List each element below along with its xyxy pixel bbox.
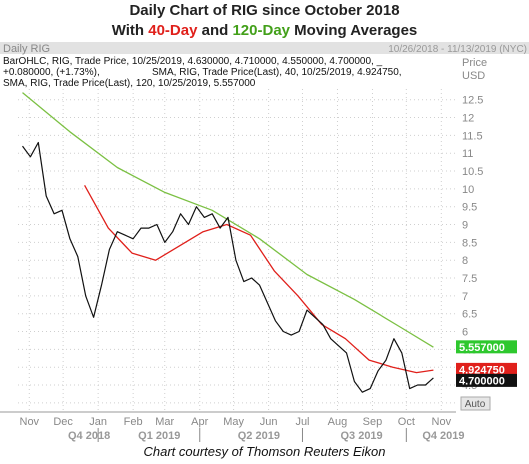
x-tick-label: Jul — [295, 416, 309, 428]
subtitle-prefix: With — [111, 22, 149, 39]
x-tick-label: Dec — [53, 416, 73, 428]
x-quarter-label: Q4 2019 — [422, 430, 464, 442]
auto-label: Auto — [465, 399, 486, 410]
subtitle-120day: 120-Day — [232, 22, 291, 39]
eikon-chart: Daily RIG 10/26/2018 - 11/13/2019 (NYC) … — [0, 42, 529, 442]
sma120-line — [22, 92, 434, 348]
date-range: 10/26/2018 - 11/13/2019 (NYC) — [388, 44, 527, 55]
x-quarter-label: Q1 2019 — [138, 430, 180, 442]
x-axis: Nov Dec Jan Feb Mar Apr May Jun Jul Aug Sep Oct Nov Q… — [0, 411, 465, 442]
sma40-line — [84, 184, 434, 374]
price-line — [22, 141, 434, 393]
chart-caption: Chart courtesy of Thomson Reuters Eikon — [143, 444, 386, 459]
value-badge — [456, 373, 517, 387]
x-tick-label: Mar — [155, 416, 174, 428]
symbol-label: Daily RIG — [3, 43, 50, 55]
x-tick-label: Jan — [89, 416, 107, 428]
y-tick-label: 6.5 — [462, 309, 477, 321]
legend-ohlc: BarOHLC, RIG, Trade Price, 10/25/2019, 4… — [3, 56, 383, 67]
y-tick-label: 10.5 — [462, 166, 483, 178]
y-tick-label: 7 — [462, 291, 468, 303]
value-badge — [456, 340, 517, 354]
x-quarter-label: Q3 2019 — [340, 430, 382, 442]
y-tick-label: 11 — [462, 148, 473, 160]
x-quarter-label: Q2 2019 — [238, 430, 280, 442]
x-quarter-label: Q4 2018 — [68, 430, 110, 442]
x-tick-label: May — [223, 416, 244, 428]
y-tick-label: 9.5 — [462, 202, 477, 214]
subtitle-mid: and — [197, 22, 233, 39]
y-tick-label: 7.5 — [462, 273, 477, 285]
value-badge — [456, 362, 517, 376]
series-layer — [22, 92, 434, 393]
title-line1: Daily Chart of RIG since October 2018 — [129, 2, 400, 19]
x-tick-label: Sep — [363, 416, 383, 428]
subtitle-suffix: Moving Averages — [290, 22, 418, 39]
auto-button[interactable] — [460, 396, 491, 411]
x-tick-label: Nov — [432, 416, 452, 428]
y-tick-label: 10 — [462, 184, 474, 196]
x-tick-label: Oct — [398, 416, 415, 428]
y-tick-label: 8 — [462, 255, 468, 267]
y-tick-label: 12.5 — [462, 95, 483, 107]
value-badge-text: 5.557000 — [459, 342, 505, 354]
y-tick-label: 11.5 — [462, 130, 483, 142]
x-tick-label: Jun — [260, 416, 278, 428]
header-bar — [0, 42, 529, 54]
value-badge-text: 4.924750 — [459, 364, 505, 376]
legend-change: +0.080000, (+1.73%), — [3, 67, 100, 78]
x-tick-label: Apr — [191, 416, 208, 428]
legend-sma120: SMA, RIG, Trade Price(Last), 120, 10/25/… — [3, 78, 256, 89]
value-badge-text: 4.700000 — [459, 375, 505, 387]
x-tick-label: Nov — [20, 416, 40, 428]
currency-label: USD — [462, 70, 485, 82]
subtitle-40day: 40-Day — [148, 22, 198, 39]
chart-title: Daily Chart of RIG since October 2018 — [0, 2, 529, 19]
price-axis-label: Price — [462, 57, 487, 69]
y-tick-label: 12 — [462, 113, 474, 125]
y-tick-label: 6 — [462, 327, 468, 339]
x-tick-label: Aug — [328, 416, 348, 428]
chart-subtitle: With 40-Day and 120-Day Moving Averages — [0, 22, 529, 39]
y-tick-label: 8.5 — [462, 237, 477, 249]
legend-sma40: SMA, RIG, Trade Price(Last), 40, 10/25/2… — [152, 67, 402, 78]
x-tick-label: Feb — [124, 416, 143, 428]
y-tick-label: 9 — [462, 220, 468, 232]
